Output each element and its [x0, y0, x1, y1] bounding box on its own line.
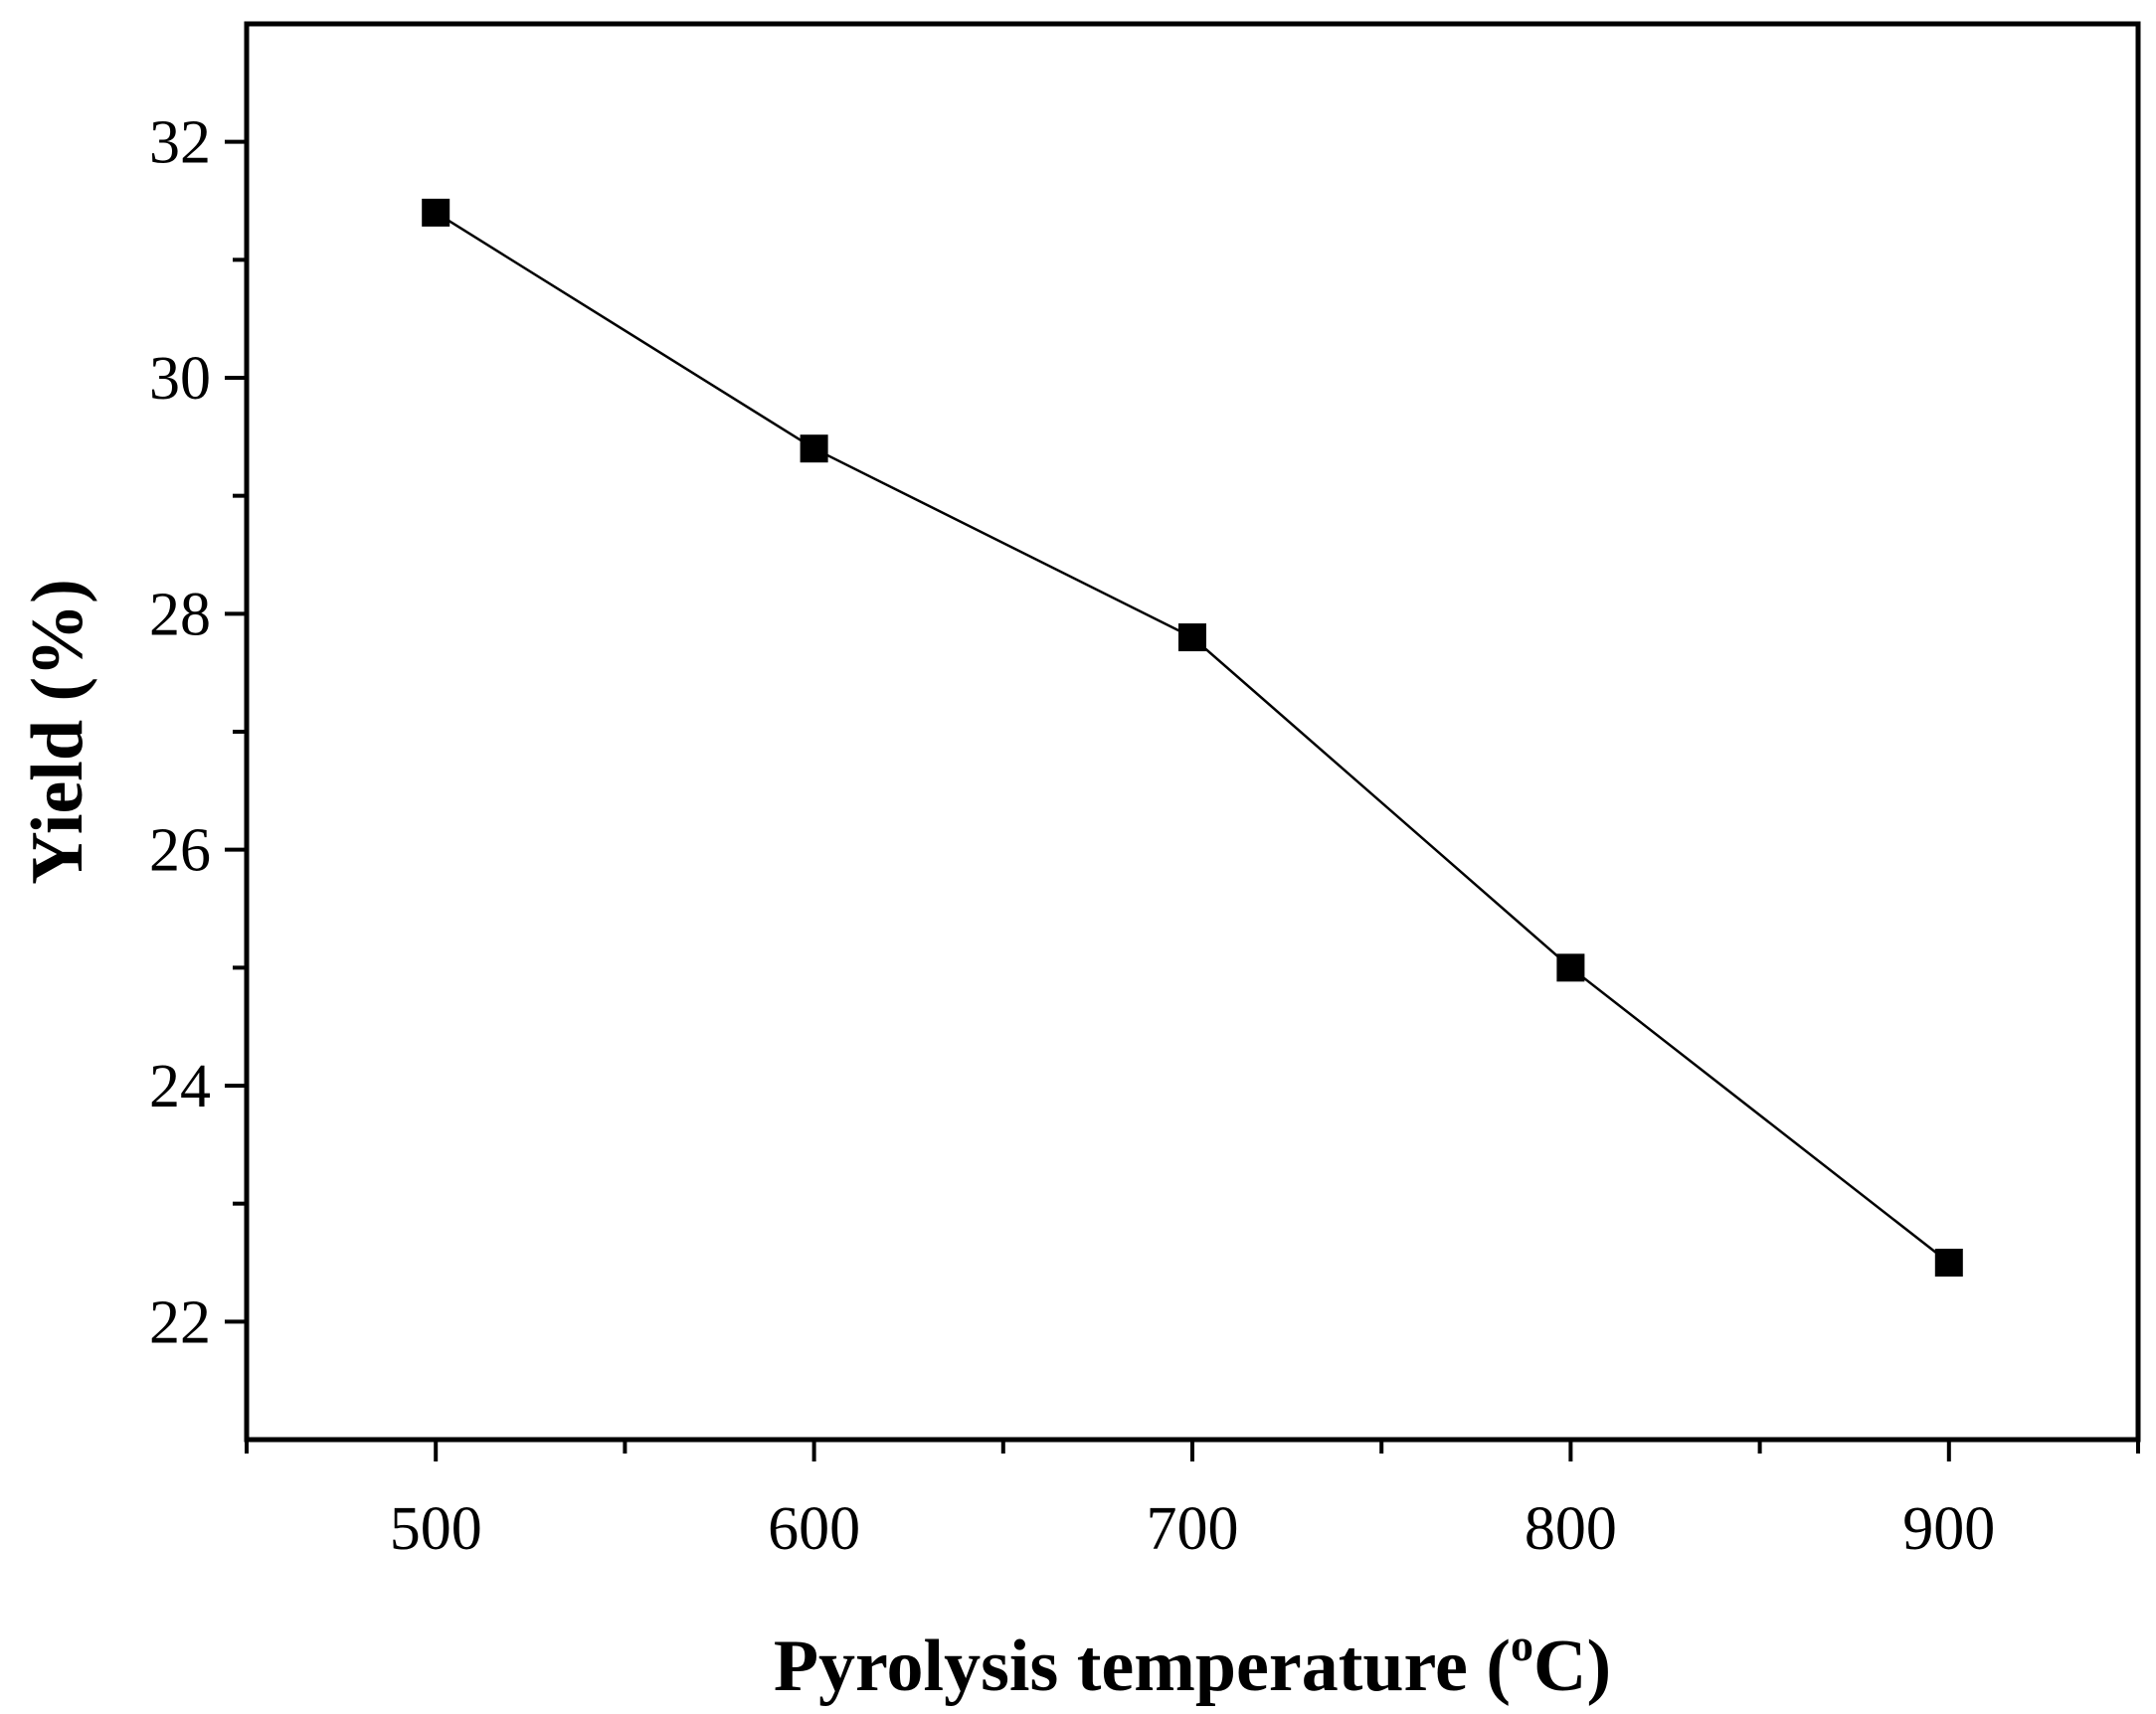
x-tick-labels: 500 600 700 800 900: [390, 1495, 1996, 1563]
x-tick-label: 900: [1902, 1495, 1995, 1563]
major-ticks: [225, 139, 1951, 1461]
y-tick-label: 22: [149, 1288, 211, 1356]
data-point-marker: [800, 434, 828, 463]
x-tick-label: 800: [1525, 1495, 1617, 1563]
x-axis-title-superscript: o: [1511, 1620, 1533, 1670]
x-tick-label: 700: [1147, 1495, 1239, 1563]
y-tick-label: 30: [149, 345, 211, 413]
data-point-marker: [422, 198, 450, 227]
minor-ticks: [233, 257, 2140, 1454]
data-markers: [422, 198, 1963, 1277]
y-tick-label: 32: [149, 109, 211, 177]
data-point-marker: [1178, 623, 1206, 652]
x-axis-title: Pyrolysis temperature (oC): [774, 1620, 1611, 1707]
y-tick-label: 26: [149, 817, 211, 885]
x-tick-label: 500: [390, 1495, 482, 1563]
x-tick-label: 600: [768, 1495, 860, 1563]
data-point-marker: [1934, 1249, 1963, 1277]
data-point-marker: [1556, 953, 1585, 982]
y-tick-labels: 22 24 26 28 30 32: [149, 109, 211, 1357]
y-tick-label: 28: [149, 581, 211, 648]
plot-frame: [244, 21, 2141, 1443]
y-tick-label: 24: [149, 1053, 211, 1120]
y-axis-title: Yield (%): [17, 579, 98, 885]
series-line: [435, 211, 1950, 1264]
